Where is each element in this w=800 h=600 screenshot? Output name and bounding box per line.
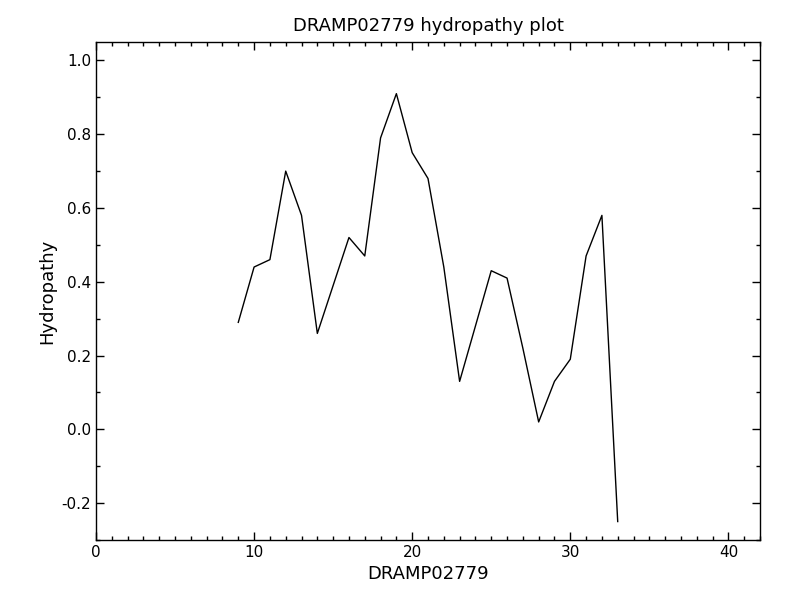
X-axis label: DRAMP02779: DRAMP02779 bbox=[367, 565, 489, 583]
Title: DRAMP02779 hydropathy plot: DRAMP02779 hydropathy plot bbox=[293, 17, 563, 35]
Y-axis label: Hydropathy: Hydropathy bbox=[38, 238, 56, 344]
